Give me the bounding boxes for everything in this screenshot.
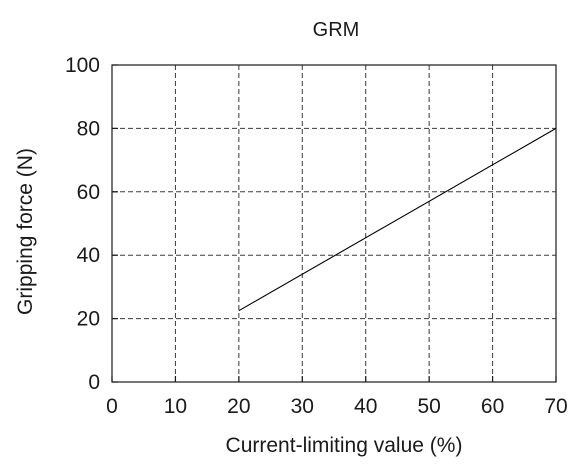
y-tick-label: 0 — [88, 371, 100, 394]
x-tick-label: 10 — [164, 395, 187, 418]
chart-title: GRM — [313, 19, 360, 41]
plot-area-frame — [111, 64, 557, 383]
x-tick-label: 50 — [417, 395, 440, 418]
y-tick-label: 60 — [77, 181, 100, 204]
x-tick-label: 40 — [354, 395, 377, 418]
x-tick-label: 70 — [544, 395, 567, 418]
axis-ticks — [111, 64, 557, 383]
y-tick-label: 80 — [77, 117, 100, 140]
tick-labels: 0 10 20 30 40 50 60 70 0 20 40 60 80 100 — [65, 54, 568, 418]
series-line — [238, 127, 557, 312]
data-series — [238, 127, 557, 312]
x-tick-label: 20 — [227, 395, 250, 418]
x-tick-label: 30 — [291, 395, 314, 418]
y-tick-label: 20 — [77, 308, 100, 331]
y-axis-label: Gripping force (N) — [14, 148, 37, 315]
x-tick-label: 60 — [481, 395, 504, 418]
y-tick-label: 40 — [77, 244, 100, 267]
grid-lines — [112, 65, 556, 382]
x-axis-label: Current-limiting value (%) — [226, 434, 463, 457]
x-tick-label: 0 — [106, 395, 118, 418]
y-tick-label: 100 — [65, 54, 100, 77]
